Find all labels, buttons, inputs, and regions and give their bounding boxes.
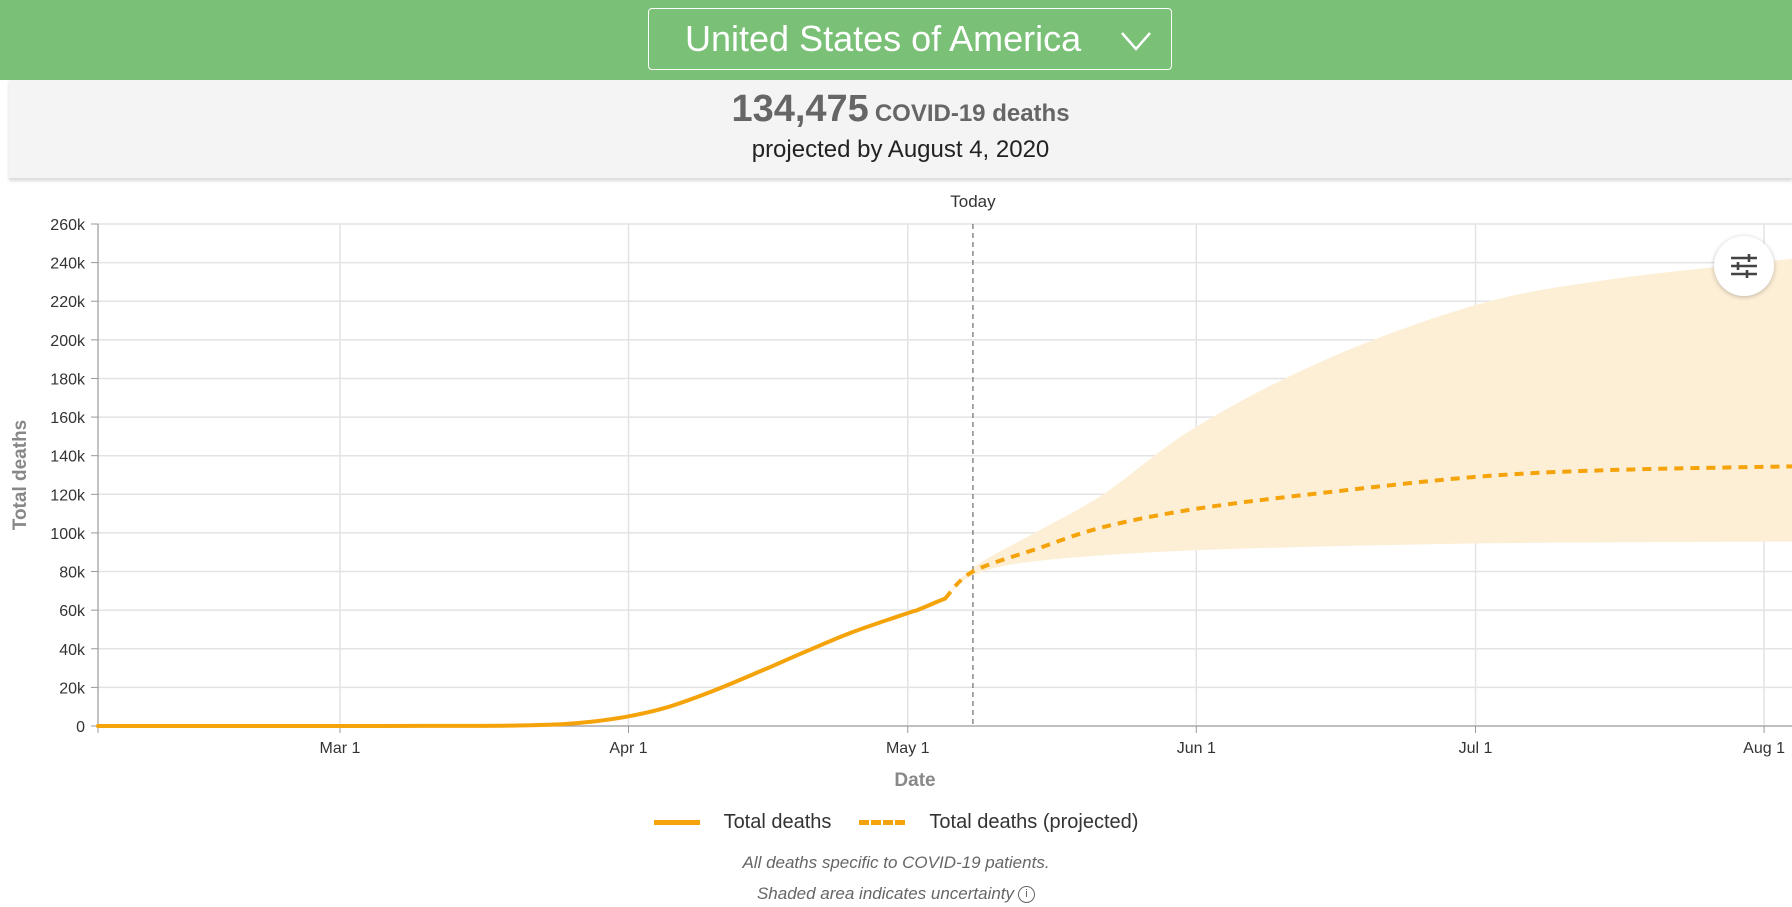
y-tick-label: 120k xyxy=(50,487,86,504)
y-tick-label: 160k xyxy=(50,410,86,427)
top-bar: United States of America xyxy=(0,0,1792,80)
series-line-total-deaths xyxy=(96,596,947,729)
location-dropdown[interactable]: United States of America xyxy=(648,8,1172,70)
uncertainty-band xyxy=(945,258,1792,599)
footnote-uncertainty-text: Shaded area indicates uncertainty xyxy=(756,884,1015,903)
today-label: Today xyxy=(950,192,996,211)
legend-swatch-dashed xyxy=(859,819,906,825)
x-tick-label: Mar 1 xyxy=(320,740,361,757)
info-icon[interactable]: i xyxy=(1018,886,1036,904)
x-tick-label: Jul 1 xyxy=(1459,740,1493,757)
sliders-icon xyxy=(1731,254,1757,278)
projected-deaths-value: 134,475 xyxy=(731,88,869,130)
chart-settings-button[interactable] xyxy=(1714,236,1774,296)
x-tick-label: May 1 xyxy=(886,740,930,757)
y-tick-label: 20k xyxy=(59,680,86,697)
location-name: United States of America xyxy=(685,18,1082,59)
y-tick-label: 240k xyxy=(50,256,86,273)
series-line-total-deaths-projected xyxy=(943,464,1792,601)
y-tick-label: 220k xyxy=(50,294,86,311)
legend-item-total-deaths-projected[interactable]: Total deaths (projected) xyxy=(859,811,1138,834)
y-tick-label: 0 xyxy=(76,719,85,736)
x-tick-label: Jun 1 xyxy=(1177,740,1216,757)
y-axis-title: Total deaths xyxy=(10,420,31,531)
chart-legend: Total deaths Total deaths (projected) xyxy=(0,807,1792,837)
legend-label: Total deaths xyxy=(723,810,832,833)
projection-date-text: projected by August 4, 2020 xyxy=(751,136,1050,163)
y-tick-label: 60k xyxy=(59,603,86,620)
deaths-chart: Today 0 20k 40k 60k 80k 100k 120k 140k 160k 180k 2… xyxy=(10,192,1792,791)
y-tick-label: 200k xyxy=(50,333,86,350)
footnote-deaths: All deaths specific to COVID-19 patients… xyxy=(742,853,1050,872)
legend-item-total-deaths[interactable]: Total deaths xyxy=(653,810,832,834)
y-tick-label: 40k xyxy=(59,642,86,659)
summary-headline: 134,475 COVID-19 deaths xyxy=(9,88,1792,131)
x-tick-label: Aug 1 xyxy=(1743,740,1785,757)
y-tick-label: 100k xyxy=(50,526,86,543)
legend-label: Total deaths (projected) xyxy=(929,810,1139,833)
y-tick-label: 180k xyxy=(50,371,86,388)
footnote-uncertainty: Shaded area indicates uncertainty i xyxy=(0,884,1792,904)
y-tick-label: 140k xyxy=(50,449,86,466)
axes: 0 20k 40k 60k 80k 100k 120k 140k 160k 180k 200k 220… xyxy=(50,217,1792,757)
x-tick-label: Apr 1 xyxy=(609,740,647,757)
projected-deaths-label: COVID-19 deaths xyxy=(874,100,1070,127)
summary-panel: 134,475 COVID-19 deaths projected by Augu… xyxy=(9,80,1792,179)
legend-swatch-solid xyxy=(653,819,700,825)
y-tick-label: 80k xyxy=(59,565,86,582)
x-axis-title: Date xyxy=(894,770,935,791)
chevron-down-icon xyxy=(1121,32,1151,51)
y-tick-label: 260k xyxy=(50,217,86,234)
